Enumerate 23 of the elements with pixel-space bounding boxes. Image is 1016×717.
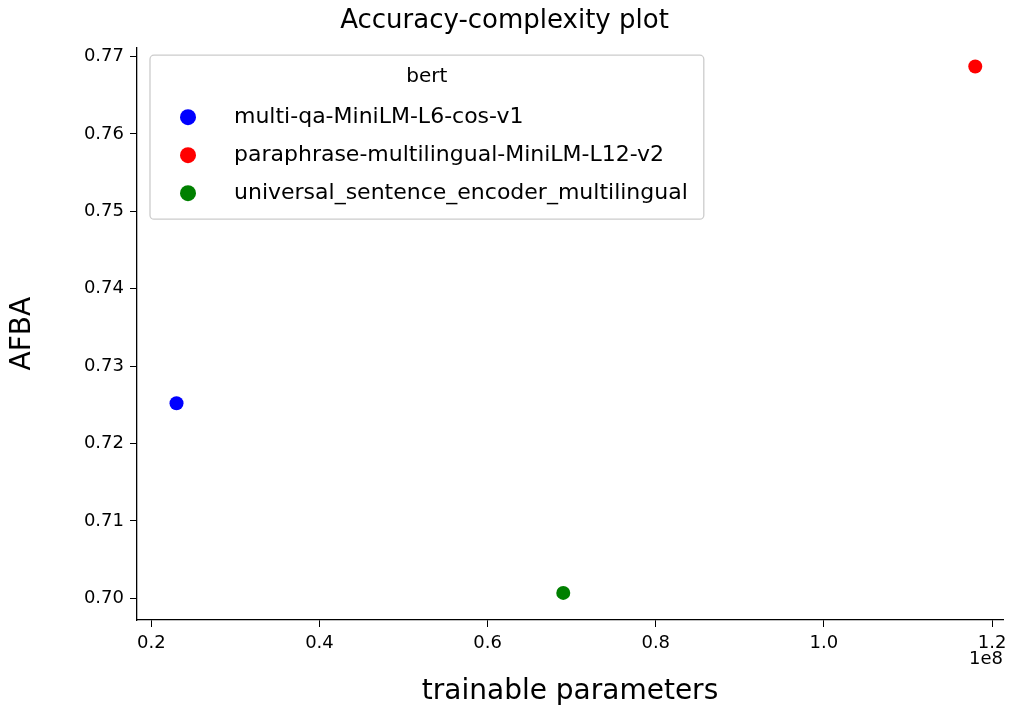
x-tick-label: 0.2 bbox=[136, 631, 166, 653]
legend-label: multi-qa-MiniLM-L6-cos-v1 bbox=[234, 102, 524, 128]
x-axis-title: trainable parameters bbox=[421, 673, 719, 707]
y-tick-label: 0.71 bbox=[83, 508, 124, 530]
chart-title: Accuracy-complexity plot bbox=[340, 4, 669, 35]
y-tick-label: 0.72 bbox=[83, 431, 124, 453]
y-tick-label: 0.75 bbox=[83, 198, 124, 220]
y-tick-label: 0.70 bbox=[83, 586, 124, 607]
y-tick-label: 0.74 bbox=[83, 276, 124, 298]
legend-label: paraphrase-multilingual-MiniLM-L12-v2 bbox=[234, 140, 665, 166]
point bbox=[169, 396, 184, 411]
x-tick-label: 0.4 bbox=[305, 631, 334, 653]
x-tick-label: 1.0 bbox=[809, 631, 839, 653]
y-tick-label: 0.76 bbox=[83, 121, 124, 143]
x-tick-label: 0.8 bbox=[641, 631, 671, 653]
y-axis-title: AFBA bbox=[4, 296, 38, 371]
x-tick-label: 0.6 bbox=[473, 631, 502, 653]
legend-label: universal_sentence_encoder_multilingual bbox=[234, 178, 688, 205]
y-tick-label: 0.73 bbox=[83, 353, 124, 375]
point bbox=[968, 59, 983, 74]
legend-title: bert bbox=[406, 63, 448, 88]
point bbox=[556, 585, 571, 600]
y-tick-label: 0.77 bbox=[83, 44, 124, 66]
